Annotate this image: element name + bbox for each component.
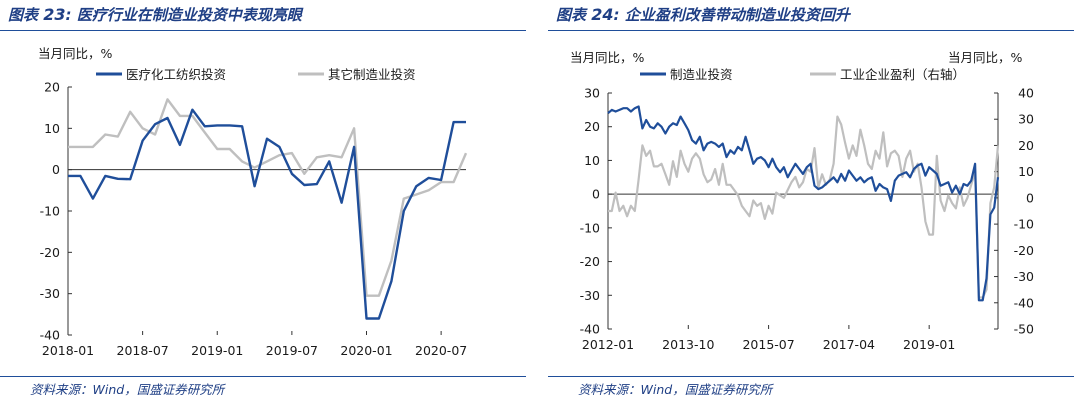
y-tick-label: 20 bbox=[44, 80, 60, 95]
y-tick-label-left: -30 bbox=[580, 288, 600, 303]
y-tick-label-right: -30 bbox=[1014, 269, 1034, 284]
figure-title-text: : 医疗行业在制造业投资中表现亮眼 bbox=[65, 6, 302, 24]
y-tick-label: -10 bbox=[40, 204, 60, 219]
title-rule bbox=[548, 30, 1074, 31]
legend-label: 医疗化工纺织投资 bbox=[126, 67, 226, 82]
y-tick-label-right: -20 bbox=[1014, 243, 1034, 258]
y-tick-label-left: 10 bbox=[584, 153, 600, 168]
figure-title: 图表 23: 医疗行业在制造业投资中表现亮眼 bbox=[8, 4, 302, 25]
series-line bbox=[608, 115, 1000, 299]
source-note: 资料来源：Wind，国盛证券研究所 bbox=[578, 382, 773, 397]
y-tick-label-right: -10 bbox=[1014, 217, 1034, 232]
series-line bbox=[68, 108, 466, 320]
y-tick-label: -30 bbox=[40, 286, 60, 301]
y-tick-label-right: 40 bbox=[1018, 86, 1034, 101]
legend-label: 工业企业盈利（右轴） bbox=[840, 67, 965, 82]
y-tick-label-right: -50 bbox=[1014, 322, 1034, 337]
x-tick-label: 2013-10 bbox=[662, 337, 714, 352]
y-tick-label-left: 20 bbox=[584, 119, 600, 134]
x-tick-label: 2012-01 bbox=[582, 337, 634, 352]
x-tick-label: 2015-07 bbox=[742, 337, 794, 352]
y-tick-label-right: 10 bbox=[1018, 164, 1034, 179]
legend-label: 制造业投资 bbox=[670, 67, 733, 82]
x-tick-label: 2020-07 bbox=[415, 343, 467, 358]
figure-number: 24 bbox=[591, 5, 614, 24]
figure-title: 图表 24: 企业盈利改善带动制造业投资回升 bbox=[556, 4, 850, 25]
chart-profit-investment: 当月同比，% 当月同比，% 30 20 10 0 -10 -20 -30 -40 40 30 20 10 0… bbox=[570, 50, 1034, 352]
source-rule bbox=[548, 376, 1074, 377]
y-tick-label: -20 bbox=[40, 245, 60, 260]
y-tick-label-left: -10 bbox=[580, 220, 600, 235]
y-tick-label-left: -20 bbox=[580, 254, 600, 269]
y-tick-label-left: 30 bbox=[584, 86, 600, 101]
figure-title-prefix: 图表 bbox=[556, 6, 587, 24]
y-tick-label: 0 bbox=[52, 162, 60, 177]
legend-label: 其它制造业投资 bbox=[328, 67, 416, 82]
y-tick-label: -40 bbox=[40, 328, 60, 343]
y-tick-label-right: 20 bbox=[1018, 138, 1034, 153]
source-rule bbox=[0, 376, 526, 377]
figure-number: 23 bbox=[43, 5, 66, 24]
x-tick-label: 2018-07 bbox=[117, 343, 169, 358]
figure-title-prefix: 图表 bbox=[8, 6, 39, 24]
y-tick-label: 10 bbox=[44, 121, 60, 136]
y-axis-label: 当月同比，% bbox=[38, 46, 113, 61]
title-rule bbox=[0, 30, 526, 31]
y-tick-label-right: 0 bbox=[1026, 190, 1034, 205]
series-line bbox=[607, 105, 1000, 302]
x-tick-label: 2018-01 bbox=[42, 343, 94, 358]
y-tick-label-left: -40 bbox=[580, 322, 600, 337]
chart-panel-left: 图表 23: 医疗行业在制造业投资中表现亮眼 当月同比，% 20 10 0 -10 -20… bbox=[0, 0, 532, 402]
y-axis-label-left: 当月同比，% bbox=[570, 50, 645, 65]
y-axis-label-right: 当月同比，% bbox=[948, 50, 1023, 65]
chart-panel-right: 图表 24: 企业盈利改善带动制造业投资回升 当月同比，% 当月同比，% 30 20 1… bbox=[548, 0, 1080, 402]
x-tick-label: 2019-01 bbox=[191, 343, 243, 358]
x-tick-label: 2017-04 bbox=[823, 337, 875, 352]
y-tick-label-left: 0 bbox=[592, 187, 600, 202]
x-tick-label: 2019-07 bbox=[266, 343, 318, 358]
y-tick-label-right: 30 bbox=[1018, 112, 1034, 127]
source-note: 资料来源：Wind，国盛证券研究所 bbox=[30, 382, 225, 397]
figure-title-text: : 企业盈利改善带动制造业投资回升 bbox=[613, 6, 850, 24]
x-tick-label: 2019-01 bbox=[903, 337, 955, 352]
y-tick-label-right: -40 bbox=[1014, 295, 1034, 310]
series-line bbox=[68, 98, 468, 297]
x-tick-label: 2020-01 bbox=[340, 343, 392, 358]
